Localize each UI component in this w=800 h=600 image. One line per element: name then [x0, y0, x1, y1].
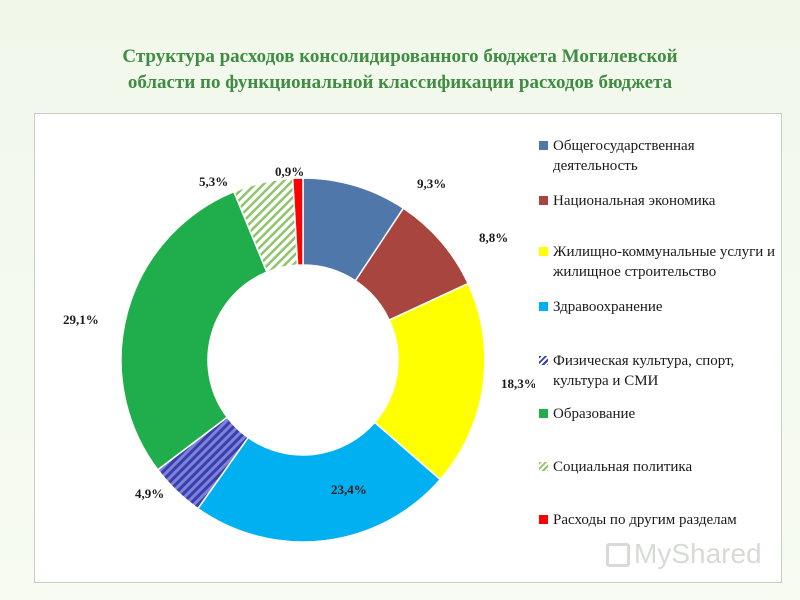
legend-item-healthcare: Здравоохранение	[539, 297, 779, 317]
legend-label: Жилищно-коммунальные услуги и жилищное с…	[553, 244, 776, 280]
slice-label-7: 0,9%	[275, 164, 304, 179]
legend-item-sport-culture: Физическая культура, спорт, культура и С…	[539, 351, 779, 391]
title-line-1: Структура расходов консолидированного бю…	[122, 46, 678, 67]
legend-label: Физическая культура, спорт, культура и С…	[553, 353, 735, 389]
slice-label-1: 8,8%	[479, 230, 508, 245]
donut-slice-2	[373, 282, 486, 481]
legend-item-national-economy: Национальная экономика	[539, 191, 779, 211]
legend-swatch	[539, 515, 548, 524]
legend-item-housing: Жилищно-коммунальные услуги и жилищное с…	[539, 242, 779, 282]
legend-swatch	[539, 462, 548, 471]
slice-label-2: 18,3%	[501, 376, 535, 391]
legend-swatch	[539, 409, 548, 418]
legend-label: Здравоохранение	[553, 299, 663, 315]
donut-slice-5	[120, 190, 268, 471]
legend-label: Национальная экономика	[553, 193, 716, 209]
legend-item-other: Расходы по другим разделам	[539, 510, 779, 530]
legend-item-education: Образование	[539, 404, 779, 424]
slice-label-5: 29,1%	[63, 312, 99, 327]
presentation-icon	[606, 543, 630, 567]
legend-swatch	[539, 302, 548, 311]
watermark-logo: MyShared	[606, 538, 762, 570]
slice-label-0: 9,3%	[417, 176, 446, 191]
watermark-text: MyShared	[634, 538, 762, 569]
legend-item-social-policy: Социальная политика	[539, 457, 779, 477]
slice-label-4: 4,9%	[135, 486, 164, 501]
page-title: Структура расходов консолидированного бю…	[0, 44, 800, 96]
legend-label: Образование	[553, 406, 636, 422]
slice-label-6: 5,3%	[199, 174, 228, 189]
slice-label-3: 23,4%	[331, 482, 367, 497]
donut-chart: 9,3% 8,8% 18,3% 23,4% 4,9% 29,1% 5,3% 0,9%	[63, 164, 535, 543]
legend-label: Общегосударственная деятельность	[553, 138, 695, 174]
title-line-2: области по функциональной классификации …	[127, 72, 673, 93]
legend-swatch	[539, 141, 548, 150]
legend-swatch	[539, 356, 548, 365]
legend-label: Расходы по другим разделам	[553, 512, 737, 528]
legend-label: Социальная политика	[553, 459, 693, 475]
legend-swatch	[539, 247, 548, 256]
donut-slice-3	[196, 421, 442, 543]
legend-swatch	[539, 196, 548, 205]
chart-area: 9,3% 8,8% 18,3% 23,4% 4,9% 29,1% 5,3% 0,9% Обще…	[34, 113, 782, 583]
donut-slice-7	[291, 177, 304, 266]
legend-item-general-government: Общегосударственная деятельность	[539, 136, 779, 176]
